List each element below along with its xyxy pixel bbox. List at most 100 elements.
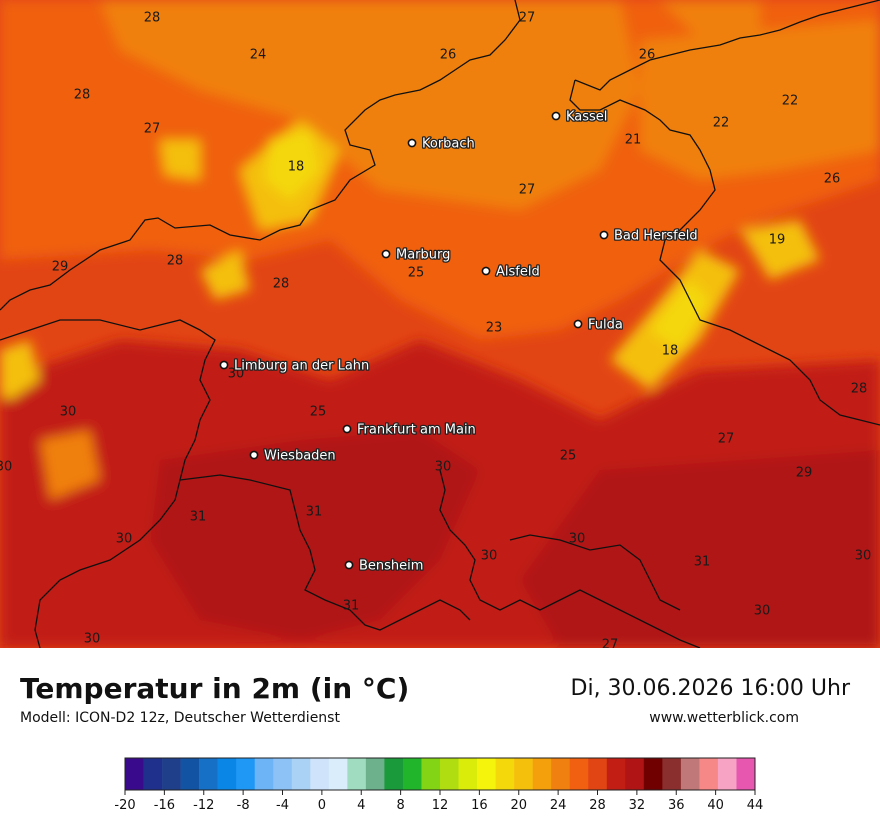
city-dot [599, 230, 609, 240]
scale-tick-label: 8 [396, 798, 404, 813]
temperature-value: 22 [713, 116, 730, 131]
temperature-value: 30 [481, 549, 498, 564]
scale-swatch [384, 758, 404, 790]
city-kassel: Kassel [551, 108, 609, 126]
scale-swatch [699, 758, 719, 790]
temperature-value: 28 [144, 11, 161, 26]
scale-swatch [662, 758, 682, 790]
scale-tick-label: 44 [747, 798, 764, 813]
city-frankfurt-am-main: Frankfurt am Main [342, 421, 477, 439]
scale-swatch [125, 758, 144, 790]
forecast-datetime: Di, 30.06.2026 16:00 Uhr [570, 676, 850, 701]
temperature-value: 25 [310, 405, 327, 420]
temperature-value: 25 [560, 449, 577, 464]
scale-swatch [254, 758, 274, 790]
scale-swatch [273, 758, 293, 790]
temperature-map: 28 27 24 26 26 28 27 18 21 22 22 26 27 19 29 28 28 25 23 18… [0, 0, 880, 648]
city-label: Korbach [422, 137, 475, 152]
city-bad-hersfeld: Bad Hersfeld [599, 227, 699, 245]
city-alsfeld: Alsfeld [481, 263, 541, 281]
scale-swatch [680, 758, 700, 790]
city-dot [481, 266, 491, 276]
city-dot [381, 249, 391, 259]
scale-tick-label: 20 [510, 798, 527, 813]
scale-swatch [551, 758, 571, 790]
scale-swatch [236, 758, 256, 790]
scale-tick-label: 24 [550, 798, 567, 813]
city-label: Marburg [396, 248, 450, 263]
temperature-value: 27 [602, 638, 619, 649]
temperature-value: 28 [851, 382, 868, 397]
city-label: Bad Hersfeld [614, 229, 698, 244]
scale-tick-label: 36 [668, 798, 685, 813]
scale-swatch [421, 758, 441, 790]
city-dot [249, 450, 259, 460]
scale-tick-label: -8 [237, 798, 250, 813]
temperature-value: 30 [855, 549, 872, 564]
temperature-value: 30 [60, 405, 77, 420]
temperature-value: 30 [116, 532, 133, 547]
temperature-value: 23 [486, 321, 503, 336]
temperature-value: 30 [754, 604, 771, 619]
temperature-value: 31 [306, 505, 323, 520]
scale-swatch [458, 758, 478, 790]
temperature-value: 26 [824, 172, 841, 187]
temperature-value: 31 [343, 599, 360, 614]
scale-swatch [495, 758, 515, 790]
scale-tick-label: 12 [432, 798, 449, 813]
city-dot [219, 360, 229, 370]
temperature-value: 30 [84, 632, 101, 647]
city-bensheim: Bensheim [344, 557, 425, 575]
city-limburg-an-der-lahn: Limburg an der Lahn [219, 357, 371, 375]
temperature-value: 27 [519, 183, 536, 198]
temperature-value: 27 [718, 432, 735, 447]
temperature-value: 21 [625, 133, 642, 148]
scale-tick-label: -16 [154, 798, 175, 813]
temperature-values: 28 27 24 26 26 28 27 18 21 22 22 26 27 19 29 28 28 25 23 18… [0, 11, 871, 649]
scale-swatch [347, 758, 367, 790]
scale-swatch [569, 758, 589, 790]
city-label: Alsfeld [496, 265, 540, 280]
scale-swatch [717, 758, 737, 790]
temperature-value: 18 [288, 160, 305, 175]
color-scale: -20 -16 -12 -8 -4 0 4 8 12 16 20 24 28 32 36 40 44 [114, 757, 764, 813]
city-label: Bensheim [359, 559, 423, 574]
scale-swatch [365, 758, 385, 790]
temperature-value: 18 [662, 344, 679, 359]
temperature-value: 26 [639, 48, 656, 63]
temperature-value: 28 [167, 254, 184, 269]
scale-swatch [532, 758, 552, 790]
scale-tick-label: 16 [471, 798, 488, 813]
temperature-value: 31 [694, 555, 711, 570]
scale-tick-label: 0 [318, 798, 326, 813]
scale-swatch [588, 758, 608, 790]
scale-swatch [180, 758, 200, 790]
temperature-value: 19 [769, 233, 786, 248]
website-link[interactable]: www.wetterblick.com [649, 710, 799, 726]
scale-swatch [328, 758, 348, 790]
temperature-value: 22 [782, 94, 799, 109]
model-info: Modell: ICON-D2 12z, Deutscher Wetterdie… [20, 710, 340, 726]
temperature-value: 28 [74, 88, 91, 103]
temperature-value: 30 [0, 460, 12, 475]
scale-swatch [514, 758, 533, 790]
city-label: Fulda [588, 318, 623, 333]
scale-swatch [143, 758, 163, 790]
temperature-value: 26 [440, 48, 457, 63]
scale-tick-label: 28 [589, 798, 606, 813]
city-markers: Kassel Korbach Bad Hersfeld Marburg Alsfeld F… [219, 108, 699, 575]
temperature-value: 27 [519, 11, 536, 26]
city-dot [344, 560, 354, 570]
scale-swatch [477, 758, 496, 790]
city-dot [573, 319, 583, 329]
scale-tick-label: -4 [276, 798, 289, 813]
scale-tick-label: 4 [357, 798, 365, 813]
scale-swatch [291, 758, 311, 790]
temperature-value: 24 [250, 48, 267, 63]
scale-tick-label: 32 [629, 798, 646, 813]
city-dot [551, 111, 561, 121]
city-dot [342, 424, 352, 434]
map-title: Temperatur in 2m (in °C) [20, 672, 410, 705]
scale-tick-label: -12 [193, 798, 214, 813]
temperature-value: 31 [190, 510, 207, 525]
